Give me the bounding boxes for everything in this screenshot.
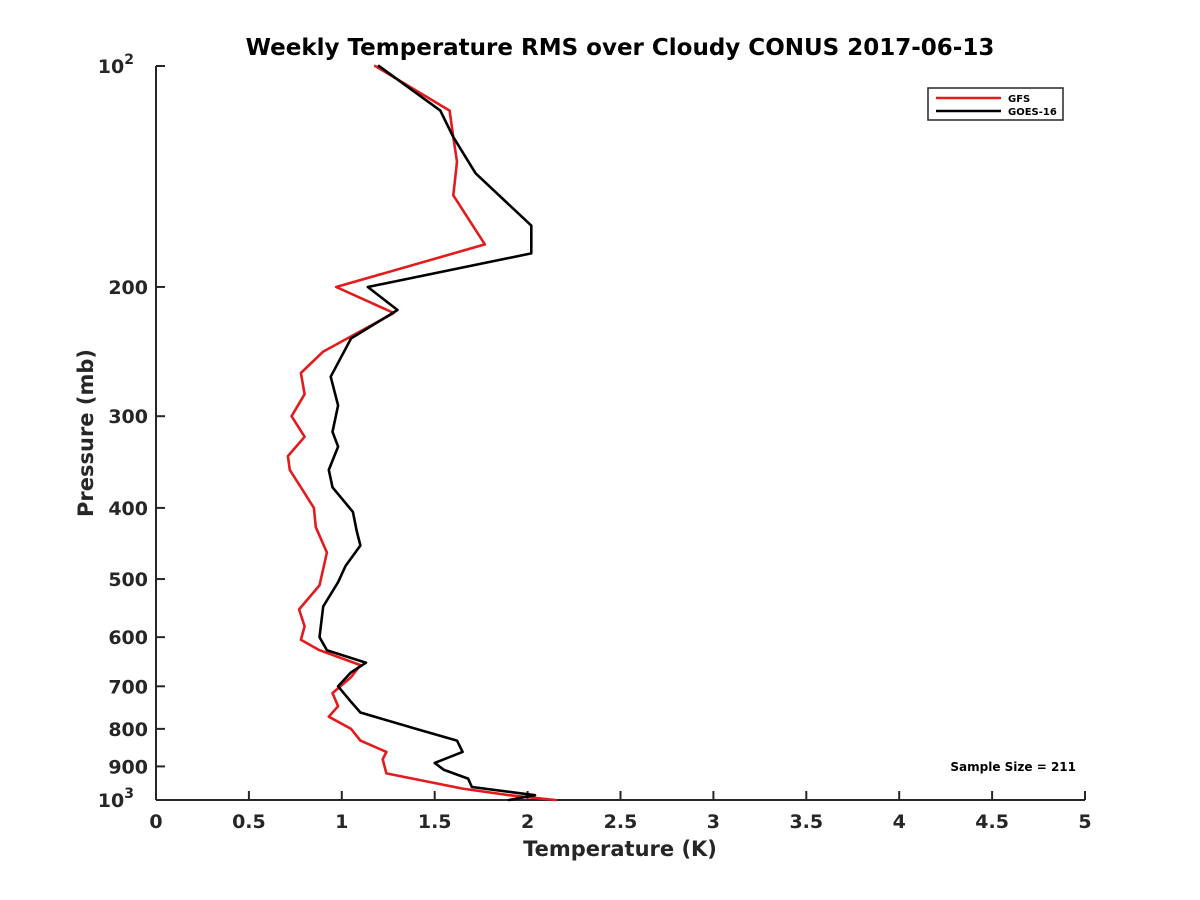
x-tick-label: 2 [521, 811, 534, 833]
x-tick-label: 4.5 [975, 811, 1009, 833]
y-tick-label: 700 [108, 676, 148, 698]
series-line-gfs [286, 64, 557, 802]
x-tick-label: 0.5 [232, 811, 266, 833]
x-tick-label: 4 [893, 811, 906, 833]
y-tick-label: 200 [108, 277, 148, 299]
x-tick-label: 1.5 [418, 811, 452, 833]
y-tick-label: 500 [108, 569, 148, 591]
legend-label-gfs: GFS [1008, 94, 1030, 105]
x-tick-label: 1 [335, 811, 348, 833]
x-tick-label: 0 [149, 811, 162, 833]
y-tick-label: 600 [108, 627, 148, 649]
sample-size-annotation: Sample Size = 211 [950, 760, 1076, 774]
y-tick-label: 103 [98, 786, 134, 812]
y-tick-label: 900 [108, 756, 148, 778]
x-tick-label: 3.5 [789, 811, 823, 833]
y-tick-label: 300 [108, 406, 148, 428]
legend-box [927, 87, 1064, 121]
legend: GFS GOES-16 [927, 87, 1064, 121]
x-tick-label: 5 [1078, 811, 1091, 833]
y-axis-label: Pressure (mb) [74, 349, 98, 517]
x-tick-label: 2.5 [604, 811, 638, 833]
x-axis-label: Temperature (K) [523, 837, 717, 861]
plot-area: 0 0.5 1 1.5 2 2.5 3 3.5 4 4.5 5 102 200 300 400 500 600 7… [98, 52, 1092, 833]
y-tick-label: 800 [108, 719, 148, 741]
y-tick-label: 400 [108, 498, 148, 520]
legend-label-goes-16: GOES-16 [1008, 107, 1057, 118]
chart-title: Weekly Temperature RMS over Cloudy CONUS… [246, 35, 995, 61]
y-tick-label: 102 [98, 52, 134, 78]
x-tick-label: 3 [707, 811, 720, 833]
series-line-goes-16 [318, 64, 537, 802]
